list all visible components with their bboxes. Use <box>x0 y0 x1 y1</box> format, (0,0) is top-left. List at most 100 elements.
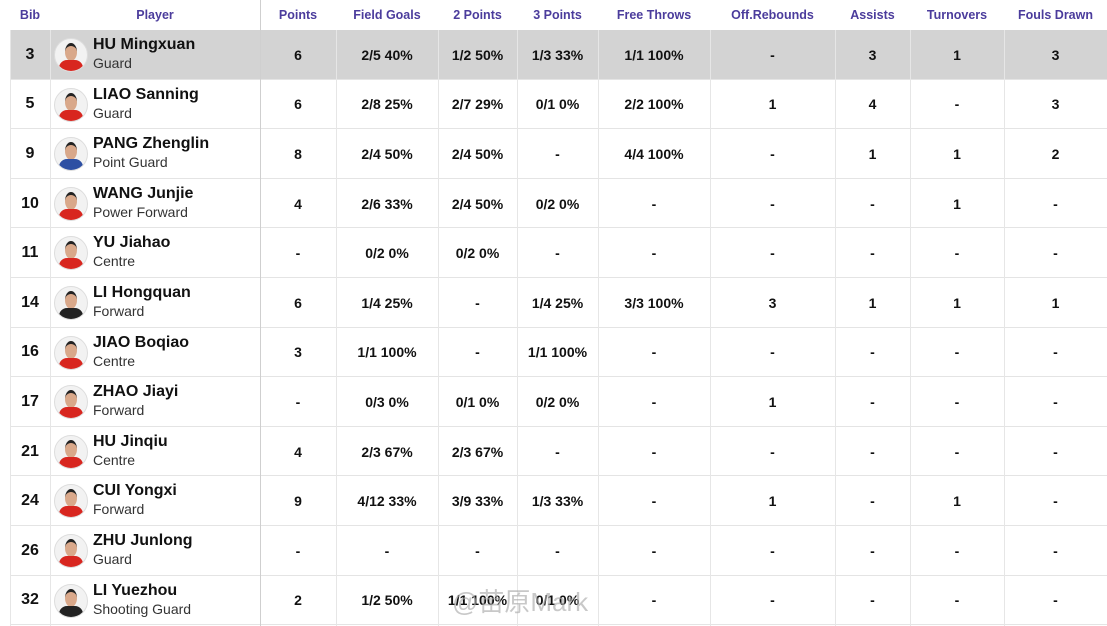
stat-cell: 1/4 25% <box>361 294 413 311</box>
stat-cell: 4 <box>868 96 877 113</box>
stat-cell: - <box>1053 443 1058 460</box>
table-row <box>10 426 1107 477</box>
stat-cell: - <box>870 245 875 262</box>
table-row <box>10 327 1107 378</box>
player-position: Centre <box>93 253 136 270</box>
bib-number: 21 <box>21 442 39 460</box>
player-name: CUI Yongxi <box>93 482 177 500</box>
player-position: Guard <box>93 104 132 121</box>
stat-cell: 0/1 0% <box>535 592 580 609</box>
stat-cell: - <box>651 195 657 212</box>
stat-cell: - <box>555 542 560 559</box>
bib-number: 5 <box>25 95 35 113</box>
stat-cell: 3 <box>868 46 877 63</box>
stat-cell: - <box>295 542 301 559</box>
avatar-face <box>65 588 77 607</box>
player-position: Forward <box>93 501 145 518</box>
stat-cell: 4 <box>294 195 302 212</box>
column-divider <box>517 30 518 626</box>
player-position: Forward <box>93 402 145 419</box>
stat-cell: 2/2 100% <box>624 96 684 113</box>
bib-number: 26 <box>21 541 39 559</box>
stat-cell: - <box>475 542 480 559</box>
column-header: 2 Points <box>453 8 502 22</box>
stat-cell: - <box>475 344 480 361</box>
stat-cell: - <box>770 443 775 460</box>
column-header: Bib <box>19 8 41 22</box>
stat-cell: 0/1 0% <box>535 96 580 113</box>
avatar-jersey <box>59 605 83 617</box>
player-avatar <box>54 335 88 370</box>
player-name: JIAO Boqiao <box>93 333 190 351</box>
stat-cell: - <box>954 542 960 559</box>
player-avatar <box>54 484 88 519</box>
avatar-jersey <box>59 506 83 518</box>
stat-cell: - <box>1053 245 1058 262</box>
column-header: Field Goals <box>353 8 421 22</box>
stat-cell: - <box>870 344 875 361</box>
stat-cell: 3 <box>1051 46 1060 63</box>
avatar-face <box>65 291 77 309</box>
stat-cell: - <box>475 294 480 311</box>
player-name: LI Yuezhou <box>93 581 178 599</box>
player-name: LIAO Sanning <box>93 85 199 103</box>
avatar-face <box>65 390 77 409</box>
player-avatar <box>54 87 88 122</box>
player-position: Shooting Guard <box>93 600 192 617</box>
avatar-jersey <box>59 60 83 71</box>
avatar-jersey <box>59 159 83 171</box>
player-position: Guard <box>93 55 132 71</box>
stat-cell: 2/3 67% <box>361 443 413 460</box>
bib-number: 24 <box>21 492 39 510</box>
player-avatar <box>54 137 88 172</box>
player-avatar <box>54 583 88 618</box>
table-row <box>10 228 1107 278</box>
player-position: Centre <box>93 451 136 468</box>
stat-cell: - <box>651 592 657 609</box>
table-row <box>10 278 1107 328</box>
stat-cell: - <box>870 393 875 410</box>
stat-cell: 3/3 100% <box>624 294 684 311</box>
stat-cell: - <box>555 443 560 460</box>
column-divider <box>10 30 11 626</box>
avatar-jersey <box>59 556 83 567</box>
bib-number: 3 <box>25 45 35 63</box>
stat-cell: - <box>870 592 875 609</box>
player-position: Power Forward <box>93 203 188 220</box>
player-position: Point Guard <box>93 154 168 171</box>
stat-cell: 2 <box>294 592 302 609</box>
stat-cell: - <box>1053 592 1058 609</box>
stat-cell: - <box>295 245 301 262</box>
stat-cell: - <box>555 145 560 162</box>
stat-cell: 8 <box>294 145 302 162</box>
stat-cell: - <box>1053 493 1058 510</box>
stat-cell: - <box>1053 393 1058 410</box>
column-divider <box>710 30 711 626</box>
stat-cell: 1/3 33% <box>531 46 584 63</box>
stat-cell: 1 <box>868 294 877 311</box>
stat-cell: 0/3 0% <box>365 393 409 410</box>
avatar-face <box>65 191 77 210</box>
player-avatar <box>54 38 88 72</box>
stat-cell: 2/7 29% <box>451 96 504 113</box>
table-row <box>10 575 1107 626</box>
stat-cell: 1 <box>768 493 777 510</box>
stat-cell: - <box>295 393 301 410</box>
stat-cell: 1/1 100% <box>357 344 417 361</box>
stat-cell: 2 <box>1051 145 1060 162</box>
table-row <box>10 178 1107 229</box>
stat-cell: - <box>770 195 775 212</box>
stat-cell: 1/4 25% <box>531 294 584 311</box>
avatar-face <box>65 241 77 260</box>
column-divider <box>910 30 911 626</box>
column-header: Turnovers <box>926 8 988 22</box>
stat-cell: - <box>954 592 960 609</box>
bib-number: 11 <box>21 244 39 262</box>
player-avatar <box>54 236 88 271</box>
stat-cell: - <box>770 46 775 63</box>
stat-cell: 3/9 33% <box>451 493 504 510</box>
stat-cell: - <box>870 195 875 212</box>
bib-number: 14 <box>21 293 39 311</box>
stat-cell: - <box>384 542 390 559</box>
